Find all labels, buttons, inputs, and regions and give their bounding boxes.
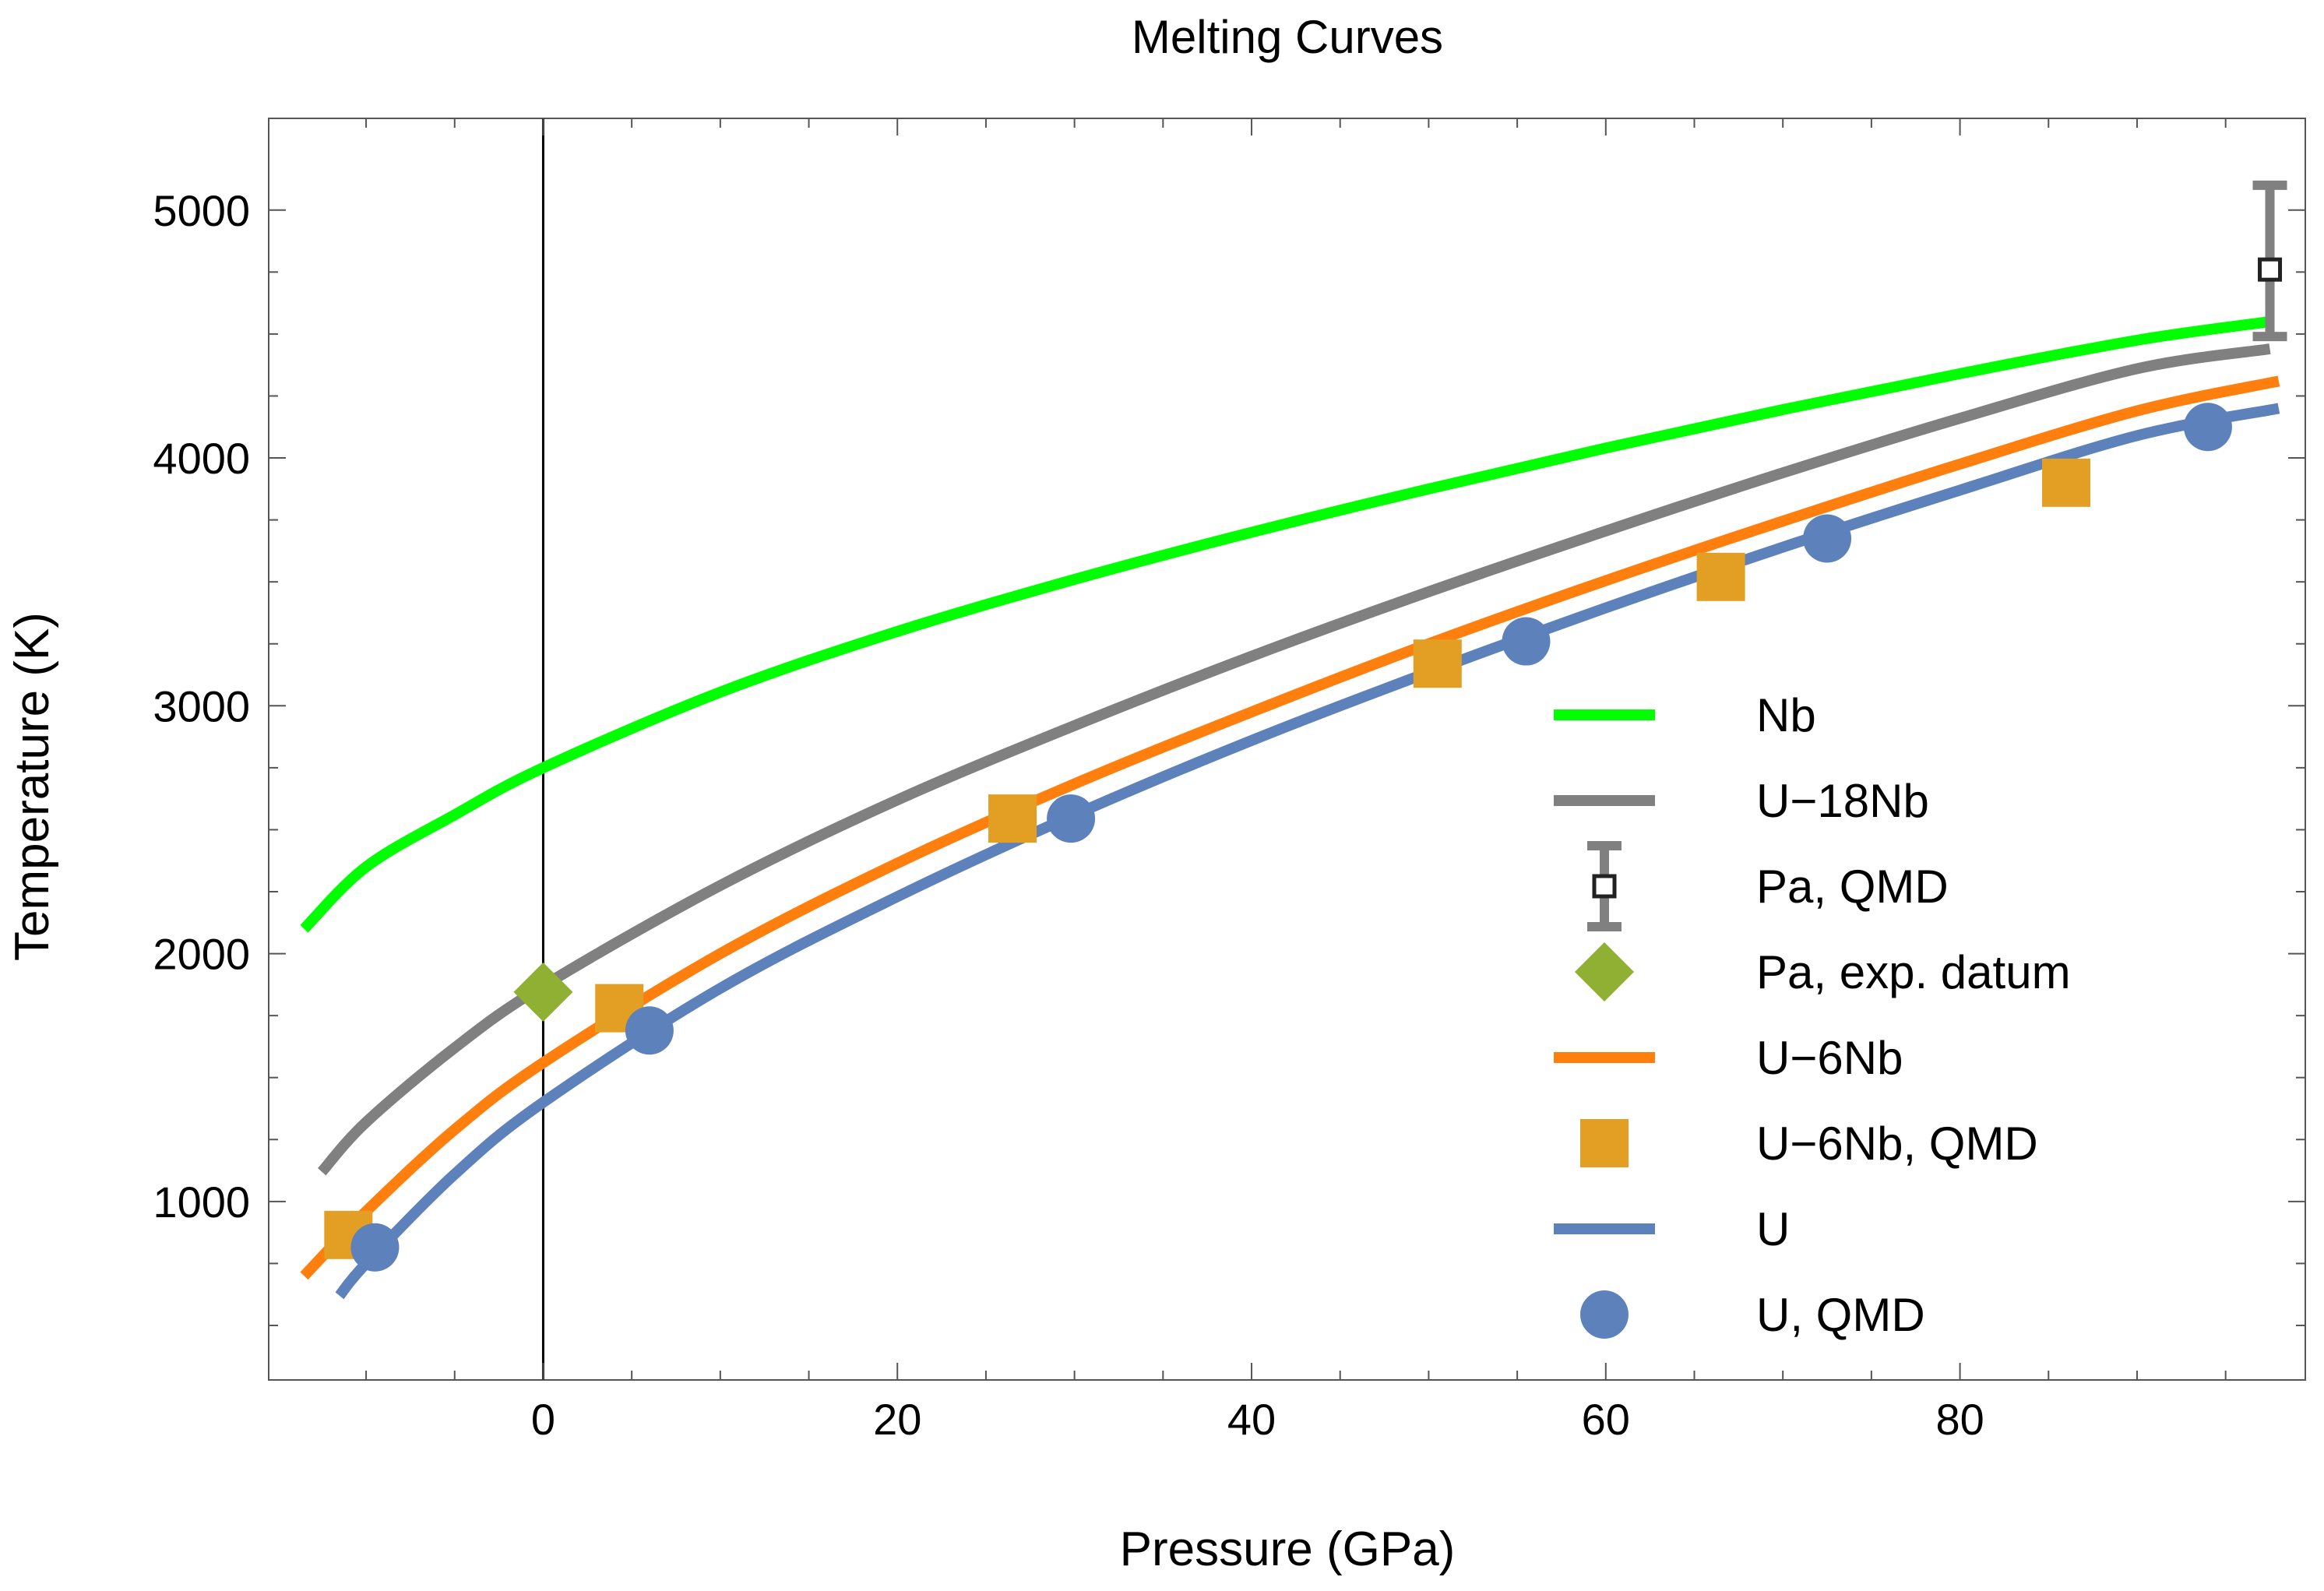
x-axis-title: Pressure (GPa) [1120,1522,1456,1576]
x-tick-label: 40 [1227,1395,1276,1444]
plot-frame [268,118,2306,1381]
series-line-nb [300,316,2271,933]
data-point-u-6nb-qmd [1696,552,1745,601]
data-point-pa-exp-datum [513,962,573,1022]
legend-item-u-6nb: U−6Nb [1554,1032,1903,1084]
legend-label: Pa, QMD [1756,861,1949,913]
data-point-pa-qmd [2252,180,2287,342]
data-point-u-qmd [350,1223,400,1272]
data-point-u-qmd [2183,403,2232,452]
legend-label: Nb [1756,689,1816,741]
data-point-u-qmd [1047,794,1096,843]
legend-item-pa-exp-datum: Pa, exp. datum [1575,942,2071,1001]
error-bar-center-marker [1592,874,1617,899]
legend-item-pa-qmd: Pa, QMD [1587,841,1949,931]
x-tick-label: 20 [873,1395,921,1444]
legend-label: U−6Nb [1756,1032,1903,1084]
data-point-u-qmd [1502,617,1551,666]
y-tick-label: 3000 [153,681,250,730]
x-tick-label: 0 [531,1395,555,1444]
series-line-u-18nb [317,343,2271,1176]
legend-swatch [1575,942,1634,1001]
legend-item-nb: Nb [1554,689,1816,741]
data-point-u-qmd [1803,514,1852,563]
legend-swatch [1580,1290,1629,1339]
y-tick-label: 2000 [153,930,250,979]
series-line-u-6nb [300,375,2280,1280]
data-point-u-6nb-qmd [2042,458,2091,507]
y-tick-label: 1000 [153,1177,250,1227]
series-line-u [335,403,2280,1300]
legend-item-u-qmd: U, QMD [1580,1289,1925,1341]
legend-label: U−18Nb [1756,775,1929,827]
y-axis-title: Temperature (K) [5,612,59,961]
x-tick-label: 60 [1582,1395,1630,1444]
data-point-u-6nb-qmd [1413,639,1462,688]
error-bar-center-marker [2258,257,2283,282]
legend-label: U [1756,1203,1790,1255]
x-tick-label: 80 [1935,1395,1984,1444]
data-point-u-qmd [625,1006,674,1055]
legend-label: U−6Nb, QMD [1756,1118,2038,1170]
legend-swatch [1587,841,1622,931]
data-point-u-6nb-qmd [988,794,1037,843]
legend-item-u-18nb: U−18Nb [1554,775,1929,827]
legend-label: Pa, exp. datum [1756,946,2071,998]
legend-label: U, QMD [1756,1289,1925,1341]
y-tick-label: 4000 [153,434,250,483]
legend-item-u-6nb-qmd: U−6Nb, QMD [1580,1118,2038,1170]
legend-item-u: U [1554,1203,1790,1255]
legend-swatch [1580,1119,1629,1167]
chart-title: Melting Curves [1132,11,1443,63]
y-tick-label: 5000 [153,186,250,235]
